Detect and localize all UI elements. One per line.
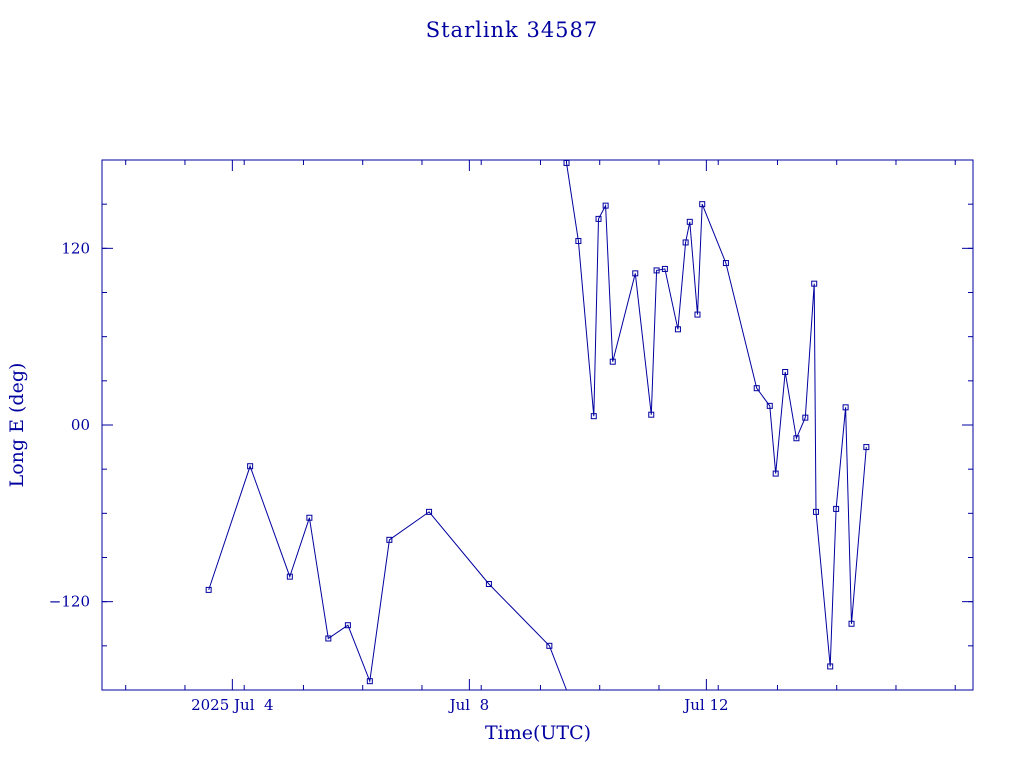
data-point xyxy=(648,411,655,418)
data-point xyxy=(674,326,681,333)
data-point xyxy=(632,270,639,277)
data-point xyxy=(827,663,834,670)
data-point xyxy=(812,508,819,515)
data-point xyxy=(782,369,789,375)
data-point xyxy=(609,358,616,365)
chart-title: Starlink 34587 xyxy=(426,18,599,42)
data-point xyxy=(848,620,855,627)
data-point xyxy=(661,265,668,272)
data-point xyxy=(699,201,706,208)
data-point xyxy=(575,237,582,244)
data-point xyxy=(426,508,433,515)
x-axis-label: Time(UTC) xyxy=(485,722,591,744)
y-tick-label: −120 xyxy=(49,593,90,611)
series-line xyxy=(566,160,867,667)
data-point xyxy=(546,642,553,649)
data-point xyxy=(590,413,597,420)
x-tick-label: Jul 12 xyxy=(682,696,728,714)
data-point xyxy=(811,280,818,287)
y-tick-label: 120 xyxy=(61,239,90,257)
y-tick-label: 00 xyxy=(71,416,90,434)
axis-tick-labels: 2025 Jul 4 Jul 8 Jul 12 −120 00 120 xyxy=(49,239,729,714)
series-line xyxy=(208,464,567,691)
y-axis-label: Long E (deg) xyxy=(6,363,28,488)
data-point xyxy=(563,159,570,166)
data-point xyxy=(205,586,212,593)
data-point xyxy=(753,385,760,392)
x-tick-label: 2025 Jul 4 xyxy=(191,696,274,714)
axis-ticks xyxy=(102,160,973,690)
plot-frame xyxy=(101,159,974,691)
data-point xyxy=(682,239,689,246)
data-point xyxy=(247,463,254,470)
series-layer xyxy=(205,159,870,691)
data-point xyxy=(366,678,373,685)
data-point xyxy=(653,267,660,274)
data-point xyxy=(595,215,602,222)
data-point xyxy=(863,444,870,451)
data-point xyxy=(602,202,609,209)
data-point xyxy=(722,260,729,267)
data-point xyxy=(386,536,393,543)
x-tick-label: Jul 8 xyxy=(448,696,490,714)
data-point xyxy=(793,435,800,442)
data-point xyxy=(286,573,293,580)
data-point xyxy=(833,505,840,512)
data-point xyxy=(325,635,332,642)
data-point xyxy=(694,311,701,318)
data-point xyxy=(802,414,809,421)
data-point xyxy=(306,514,313,521)
data-point xyxy=(766,402,773,409)
data-point xyxy=(842,404,849,411)
data-point xyxy=(686,218,693,225)
data-point xyxy=(344,622,351,629)
data-point xyxy=(485,581,492,587)
data-point xyxy=(772,470,779,477)
